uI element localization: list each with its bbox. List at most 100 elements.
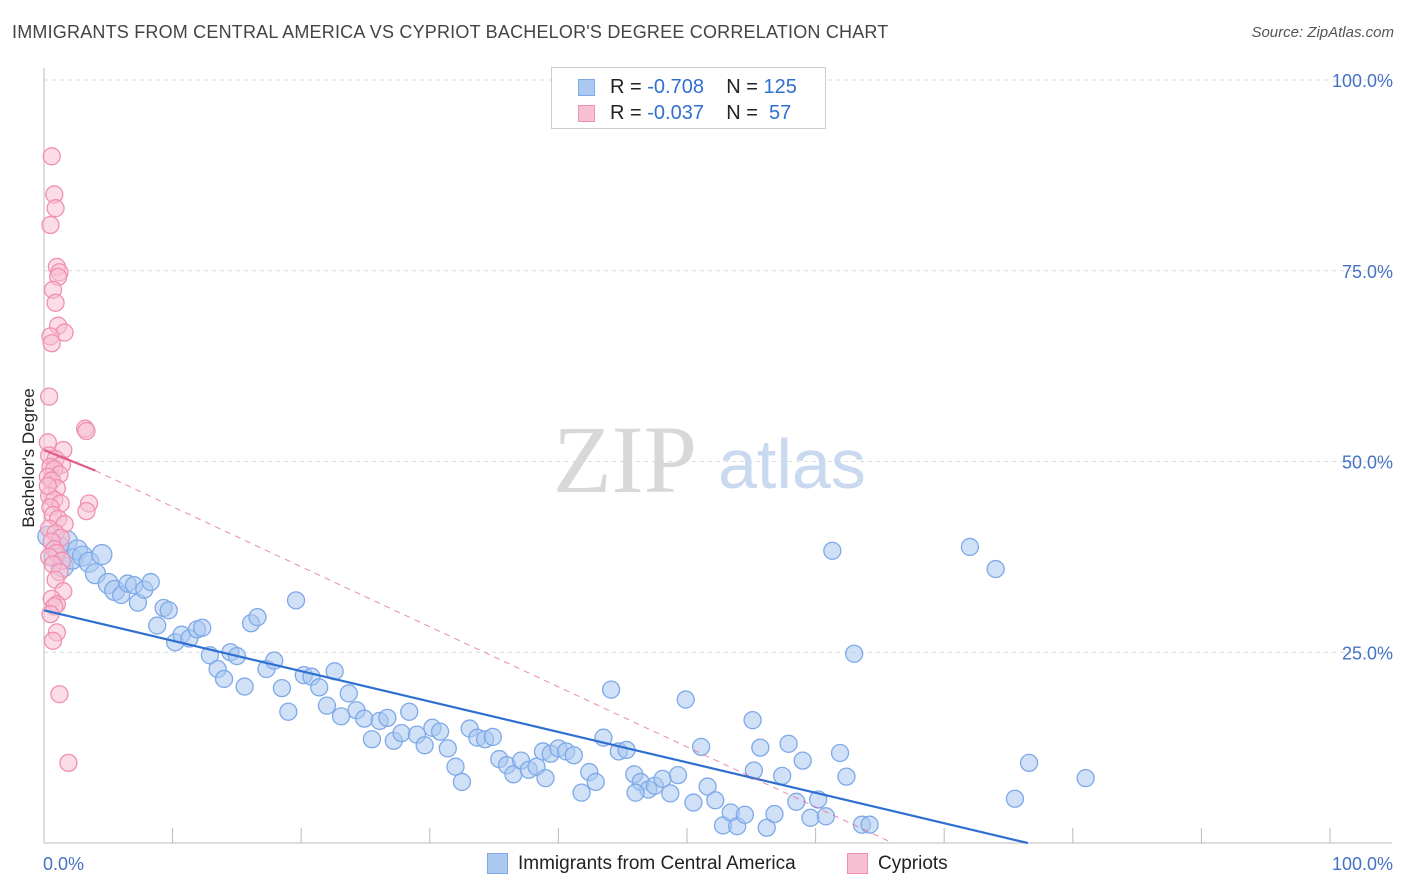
point-central-america: [765, 804, 784, 824]
legend-row-central-america: R = -0.708 N = 125: [578, 75, 797, 101]
legend-r-value: -0.037: [647, 102, 704, 124]
correlation-legend: R = -0.708 N = 125 R = -0.037 N = 57: [551, 67, 826, 129]
legend-row-cypriots: R = -0.037 N = 57: [578, 101, 791, 127]
point-central-america: [698, 777, 717, 796]
tick-labels: 100.0% 75.0% 50.0% 25.0% 0.0% 100.0%: [43, 71, 1393, 874]
point-central-america: [452, 772, 472, 792]
point-central-america: [483, 727, 502, 747]
point-central-america: [141, 572, 160, 592]
trend-line-cypriots: [43, 449, 96, 472]
point-central-america: [986, 559, 1005, 579]
bottom-legend-swatch-blue: [487, 853, 508, 874]
legend-n-value: 57: [763, 102, 792, 124]
point-central-america: [779, 734, 798, 753]
point-central-america: [837, 767, 856, 786]
point-cypriots: [50, 685, 69, 704]
point-central-america: [193, 618, 212, 637]
point-central-america: [446, 757, 465, 776]
point-central-america: [378, 708, 397, 728]
y-tick-label: 50.0%: [1342, 453, 1393, 473]
point-central-america: [757, 818, 776, 837]
point-central-america: [438, 739, 457, 758]
trend-lines: [43, 449, 1029, 845]
point-central-america: [706, 791, 725, 810]
point-central-america: [317, 696, 337, 715]
point-cypriots: [39, 387, 59, 406]
point-central-america: [801, 808, 820, 827]
bottom-legend-label: Cypriots: [878, 853, 948, 874]
watermark-zip: ZIP: [553, 406, 697, 513]
point-central-america: [286, 591, 306, 610]
point-cypriots: [77, 501, 96, 521]
point-central-america: [564, 746, 583, 765]
point-cypriots: [46, 293, 65, 312]
point-central-america: [691, 737, 711, 757]
point-central-america: [331, 707, 351, 726]
gridlines: [44, 79, 1392, 653]
point-central-america: [586, 772, 605, 792]
point-central-america: [816, 807, 836, 826]
point-cypriots: [59, 753, 78, 773]
y-tick-label: 100.0%: [1332, 71, 1393, 91]
point-central-america: [159, 601, 178, 620]
point-central-america: [536, 768, 555, 788]
bottom-legend-label: Immigrants from Central America: [518, 853, 796, 874]
point-central-america: [310, 678, 329, 697]
point-central-america: [661, 784, 680, 803]
y-axis-title: Bachelor's Degree: [19, 388, 38, 527]
point-central-america: [751, 738, 770, 757]
point-central-america: [960, 537, 980, 557]
trend-line-central-america: [43, 609, 1029, 845]
watermark-atlas: atlas: [718, 425, 866, 503]
point-central-america: [362, 730, 382, 749]
point-cypriots: [43, 631, 63, 650]
trend-line-cypriots-extension: [95, 470, 893, 844]
legend-r-label: R =: [610, 76, 648, 98]
point-central-america: [823, 541, 842, 560]
point-cypriots: [42, 147, 61, 166]
point-central-america: [148, 616, 167, 635]
point-central-america: [1005, 789, 1025, 808]
bottom-legend-swatch-pink: [847, 853, 868, 874]
point-central-america: [272, 678, 292, 698]
point-cypriots: [41, 215, 60, 235]
point-central-america: [279, 702, 298, 721]
chart-source: Source: ZipAtlas.com: [1251, 24, 1394, 41]
point-central-america: [1076, 768, 1095, 788]
point-cypriots: [38, 476, 58, 496]
y-tick-label: 75.0%: [1342, 262, 1393, 282]
point-central-america: [91, 543, 113, 566]
point-central-america: [430, 722, 450, 741]
point-cypriots: [42, 334, 61, 353]
point-central-america: [676, 690, 695, 709]
chart-title: IMMIGRANTS FROM CENTRAL AMERICA VS CYPRI…: [12, 22, 889, 42]
point-cypriots: [77, 421, 96, 441]
point-central-america: [392, 723, 411, 743]
point-central-america: [214, 669, 234, 689]
x-tick-label: 0.0%: [43, 854, 84, 874]
point-central-america: [415, 736, 434, 755]
point-central-america: [860, 815, 879, 834]
point-central-america: [572, 783, 591, 802]
point-cypriots: [46, 199, 65, 218]
legend-n-label: N =: [726, 102, 764, 124]
point-central-america: [668, 765, 688, 785]
point-central-america: [845, 644, 864, 663]
point-central-america: [1019, 753, 1039, 773]
point-central-america: [684, 793, 703, 812]
point-central-america: [735, 805, 755, 824]
legend-r-value: -0.708: [647, 76, 704, 98]
legend-n-value: 125: [763, 76, 797, 98]
point-central-america: [339, 684, 358, 703]
point-central-america: [235, 677, 254, 696]
point-central-america: [248, 608, 267, 627]
point-central-america: [626, 783, 645, 802]
point-central-america: [355, 709, 374, 728]
data-points: [37, 147, 1095, 837]
x-tick-label: 100.0%: [1332, 854, 1393, 874]
legend-n-label: N =: [726, 76, 764, 98]
point-central-america: [793, 751, 812, 770]
legend-swatch-blue: [578, 79, 595, 96]
point-central-america: [830, 743, 850, 763]
